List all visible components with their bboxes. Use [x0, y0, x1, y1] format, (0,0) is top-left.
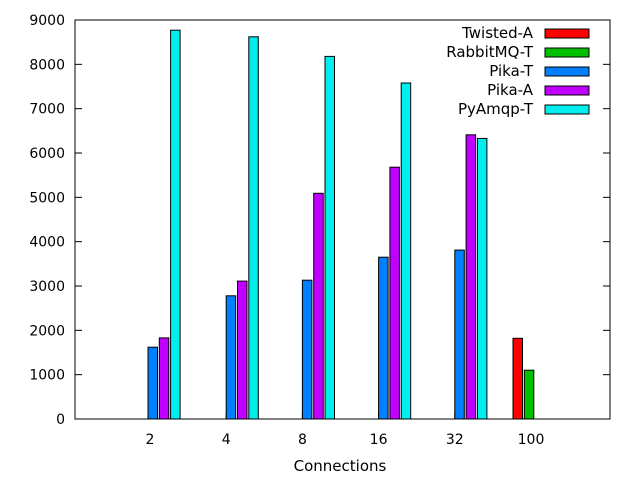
bar-pyamqp-t-16 — [400, 82, 412, 420]
bar-pyamqp-t-8 — [324, 55, 335, 420]
y-tick-label: 6000 — [29, 146, 65, 162]
axes: 0 1000 2000 3000 4000 5000 6000 7000 8000 9000 2 4 8… — [29, 13, 611, 448]
legend-label: Twisted-A — [461, 24, 534, 42]
x-tick-label: 8 — [298, 432, 307, 448]
bars — [147, 29, 535, 420]
x-tick-label: 32 — [446, 432, 464, 448]
bar-rabbitmq-t-100 — [523, 369, 535, 420]
x-axis-title: Connections — [294, 457, 387, 475]
legend-swatch — [544, 104, 590, 115]
x-tick-label: 16 — [370, 432, 388, 448]
x-tick-label: 2 — [146, 432, 155, 448]
bar-twisted-a-100 — [512, 337, 523, 420]
bar-pika-t-4 — [225, 295, 237, 420]
y-tick-label: 8000 — [29, 57, 65, 73]
y-tick-label: 2000 — [29, 323, 65, 339]
bar-pika-a-32 — [465, 134, 477, 420]
bar-pika-t-2 — [147, 346, 158, 420]
bar-pika-t-32 — [454, 249, 465, 420]
y-tick-label: 1000 — [29, 368, 65, 384]
x-tick-label: 100 — [518, 432, 545, 448]
y-tick-label: 7000 — [29, 102, 65, 118]
legend-label: RabbitMQ-T — [446, 43, 534, 61]
y-tick-label: 0 — [56, 412, 65, 428]
legend-label: PyAmqp-T — [458, 100, 534, 118]
y-tick-label: 4000 — [29, 235, 65, 251]
bar-pika-a-2 — [158, 337, 170, 420]
y-tick-label: 5000 — [29, 190, 65, 206]
legend-label: Pika-A — [487, 81, 534, 99]
legend-swatch — [544, 85, 590, 96]
plot-frame — [74, 19, 611, 420]
bar-pyamqp-t-32 — [476, 137, 488, 420]
y-tick-label: 3000 — [29, 279, 65, 295]
bar-pika-a-4 — [237, 280, 248, 420]
legend-swatch — [544, 47, 590, 58]
legend-label: Pika-T — [489, 62, 534, 80]
bar-pyamqp-t-4 — [248, 36, 259, 420]
bar-pika-a-8 — [313, 192, 324, 420]
bar-pika-a-16 — [389, 166, 400, 420]
legend-swatch — [544, 66, 590, 77]
x-tick-label: 4 — [222, 432, 231, 448]
bar-pika-t-8 — [301, 279, 313, 420]
bar-pika-t-16 — [378, 256, 389, 420]
legend-swatch — [544, 28, 590, 39]
y-tick-label: 9000 — [29, 13, 65, 29]
bar-pyamqp-t-2 — [170, 29, 181, 420]
